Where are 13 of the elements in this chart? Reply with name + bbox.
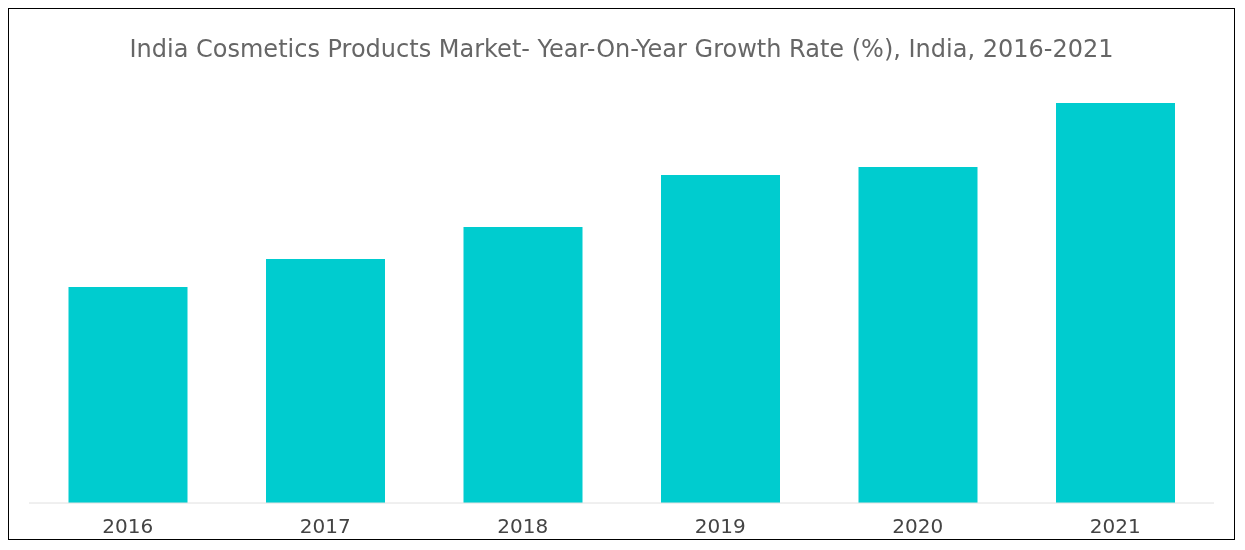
x-tick-label: 2019 [694,514,746,539]
chart-title: India Cosmetics Products Market- Year-On-Year Growth Rate (%), India, 2016-2021 [128,35,1115,63]
x-tick-label: 2020 [892,514,944,539]
bar [858,167,978,503]
x-tick-label: 2021 [1089,514,1141,539]
bar [661,175,780,503]
x-tick-label: 2018 [497,514,549,539]
x-tick-label: 2017 [299,514,351,539]
bar [68,287,188,503]
bar [463,227,583,503]
bar [266,259,385,503]
x-tick-label: 2016 [102,514,154,539]
bar [1056,103,1175,503]
